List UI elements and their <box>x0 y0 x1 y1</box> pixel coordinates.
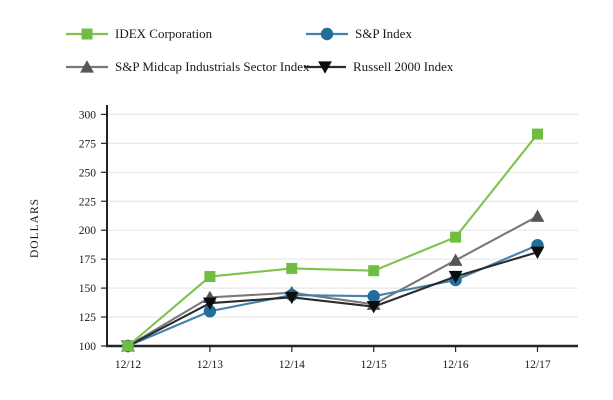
y-tick-label: 150 <box>79 283 97 295</box>
legend-marker <box>80 60 94 73</box>
series-line <box>127 251 538 347</box>
data-point-marker <box>203 305 217 318</box>
data-point-marker <box>203 297 217 310</box>
x-tick-label: 12/15 <box>361 359 387 371</box>
tick-labels: 100 125 150 175 200 225 250 275 300 12/12 12/13 12/… <box>29 109 551 371</box>
legend: IDEX Corporation S&P Index S&P Midcap In… <box>0 0 613 90</box>
x-tick-label: 12/12 <box>115 359 141 371</box>
data-point-marker <box>284 291 299 305</box>
data-point-marker <box>368 265 380 277</box>
legend-marker <box>81 28 93 40</box>
data-point-marker <box>530 246 545 260</box>
series-square <box>122 128 543 352</box>
y-tick-label: 125 <box>79 312 97 324</box>
data-point-marker <box>450 231 462 243</box>
triangle-down-marker-icon <box>304 61 346 74</box>
legend-label-sp-index: S&P Index <box>355 26 412 41</box>
legend-item-idex: IDEX Corporation <box>66 26 212 42</box>
data-point-marker <box>367 290 380 303</box>
data-point-marker <box>448 270 463 284</box>
x-tick-label: 12/16 <box>442 359 468 371</box>
axes <box>101 105 578 352</box>
y-tick-label: 225 <box>79 196 97 208</box>
data-point-marker <box>530 209 545 222</box>
data-point-marker <box>286 262 298 274</box>
data-point-marker <box>448 253 463 266</box>
data-point-marker <box>122 340 134 352</box>
circle-marker-icon <box>306 27 348 41</box>
series-line <box>127 215 538 347</box>
legend-marker <box>320 27 334 41</box>
legend-marker <box>318 61 332 74</box>
x-tick-label: 12/17 <box>524 359 550 371</box>
legend-item-sp-midcap: S&P Midcap Industrials Sector Index <box>66 59 310 75</box>
y-tick-label: 175 <box>79 254 97 266</box>
y-tick-label: 100 <box>79 341 97 353</box>
x-tick-label: 12/13 <box>197 359 223 371</box>
legend-label-idex: IDEX Corporation <box>115 26 213 41</box>
series-triangle-up <box>121 209 545 352</box>
series <box>121 128 545 353</box>
triangle-up-marker-icon <box>66 60 108 73</box>
y-tick-label: 250 <box>79 167 97 179</box>
series-circle <box>121 239 544 353</box>
square-marker-icon <box>66 28 108 40</box>
x-tick-label: 12/14 <box>279 359 305 371</box>
series-line <box>127 133 539 347</box>
y-tick-label: 200 <box>79 225 97 237</box>
series-line <box>127 244 538 347</box>
legend-label-russell: Russell 2000 Index <box>353 59 454 74</box>
legend-label-sp-midcap: S&P Midcap Industrials Sector Index <box>115 59 310 74</box>
data-point-marker <box>204 271 216 283</box>
y-tick-label: 300 <box>79 109 97 121</box>
legend-item-russell: Russell 2000 Index <box>304 59 453 75</box>
y-axis-title: DOLLARS <box>29 198 41 258</box>
legend-item-sp-index: S&P Index <box>306 26 412 42</box>
data-point-marker <box>532 128 543 140</box>
data-point-marker <box>366 301 381 314</box>
series-triangle-down <box>121 246 545 353</box>
y-tick-label: 275 <box>79 138 97 150</box>
gridlines <box>107 113 578 318</box>
